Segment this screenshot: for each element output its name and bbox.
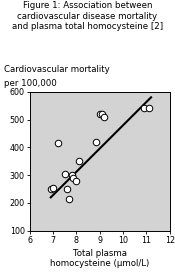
Point — [143, 106, 145, 111]
Point — [147, 106, 150, 111]
X-axis label: Total plasma
homocysteine (μmol/L): Total plasma homocysteine (μmol/L) — [50, 249, 149, 268]
Text: per 100,000: per 100,000 — [4, 79, 56, 88]
Point — [70, 173, 73, 177]
Point — [101, 112, 103, 116]
Point — [98, 112, 101, 116]
Point — [66, 187, 68, 191]
Point — [103, 115, 106, 119]
Point — [63, 172, 66, 176]
Point — [72, 176, 74, 180]
Text: Figure 1: Association between
cardiovascular disease mortality
and plasma total : Figure 1: Association between cardiovasc… — [12, 1, 163, 31]
Point — [95, 140, 98, 144]
Point — [68, 197, 71, 201]
Text: Cardiovascular mortality: Cardiovascular mortality — [4, 65, 109, 74]
Point — [56, 141, 59, 145]
Point — [75, 178, 78, 183]
Point — [52, 185, 54, 190]
Point — [49, 187, 52, 191]
Point — [77, 159, 80, 163]
